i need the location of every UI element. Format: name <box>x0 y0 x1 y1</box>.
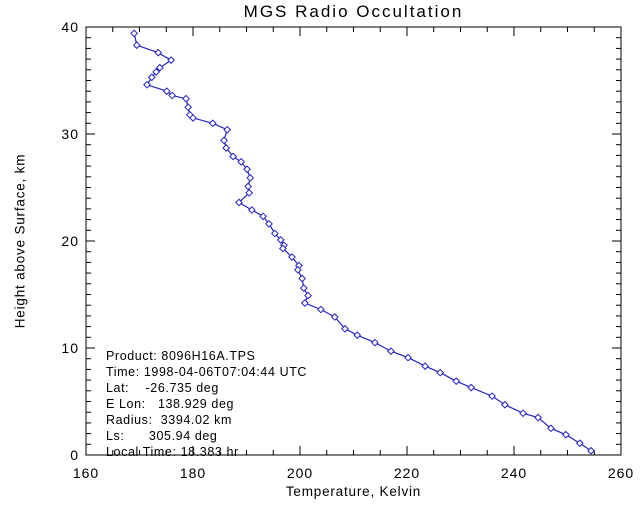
data-point-marker <box>500 400 509 409</box>
y-axis-label-text: Height above Surface, km <box>12 153 28 329</box>
data-point-marker <box>370 338 379 347</box>
data-point-marker <box>288 253 296 261</box>
y-tick-label: 0 <box>70 447 79 463</box>
chart-title: MGS Radio Occultation <box>243 2 464 21</box>
data-point-marker <box>184 103 193 112</box>
y-tick-label: 10 <box>61 340 79 356</box>
data-point-marker <box>132 41 141 50</box>
data-point-marker <box>534 413 542 422</box>
data-point-marker <box>467 383 476 392</box>
data-point-marker <box>222 144 231 152</box>
data-point-marker <box>247 206 256 214</box>
data-point-marker <box>575 439 584 448</box>
data-point-marker <box>278 244 287 253</box>
x-tick-label: 160 <box>73 465 99 481</box>
data-point-marker <box>208 119 217 128</box>
x-axis-label: Temperature, Kelvin <box>285 484 422 499</box>
data-point-marker <box>330 313 339 321</box>
data-point-marker <box>270 229 279 238</box>
data-point-marker <box>547 424 555 433</box>
x-tick-label: 260 <box>608 465 634 481</box>
data-point-marker <box>229 152 238 161</box>
data-point-marker <box>316 305 325 314</box>
x-tick-label: 220 <box>394 465 420 481</box>
data-point-marker <box>220 136 228 145</box>
data-point-marker <box>404 353 412 362</box>
data-point-marker <box>168 91 177 100</box>
data-point-marker <box>147 73 156 82</box>
data-point-marker <box>155 63 164 72</box>
x-tick-labels: 160 180 200 220 240 260 <box>73 465 634 481</box>
data-point-markers <box>130 29 595 455</box>
data-point-marker <box>293 265 302 274</box>
x-tick-label: 200 <box>287 465 313 481</box>
data-point-marker <box>276 236 285 244</box>
data-point-marker <box>587 446 595 455</box>
data-point-marker <box>130 29 139 38</box>
data-point-marker <box>353 331 362 340</box>
data-point-marker <box>162 87 171 96</box>
temperature-profile-line <box>133 33 592 452</box>
data-point-marker <box>436 368 445 377</box>
data-point-marker <box>154 48 163 57</box>
data-point-marker <box>182 94 190 103</box>
data-point-marker <box>235 198 243 207</box>
data-point-marker <box>298 274 307 283</box>
data-point-marker <box>152 68 160 76</box>
data-point-marker <box>244 182 253 191</box>
data-point-marker <box>488 392 496 401</box>
y-tick-label: 30 <box>61 126 79 142</box>
data-point-marker <box>341 324 349 333</box>
axis-ticks <box>85 26 622 456</box>
y-tick-label: 20 <box>61 233 79 249</box>
data-point-marker <box>223 125 232 134</box>
data-point-marker <box>387 347 395 356</box>
y-tick-labels: 0 10 20 30 40 <box>61 19 79 463</box>
data-point-marker <box>245 188 254 197</box>
data-point-marker <box>299 284 308 292</box>
data-point-marker <box>452 377 461 386</box>
data-point-marker <box>246 173 255 182</box>
x-tick-label: 180 <box>180 465 206 481</box>
data-point-marker <box>259 212 267 221</box>
y-tick-label: 40 <box>61 19 79 35</box>
data-point-marker <box>561 430 570 439</box>
x-tick-label: 240 <box>501 465 527 481</box>
data-point-marker <box>167 56 175 65</box>
data-point-marker <box>421 362 430 371</box>
data-point-marker <box>265 219 273 228</box>
data-point-marker <box>237 157 246 166</box>
annotation-block: Product: 8096H16A.TPS Time: 1998-04-06T0… <box>106 349 308 459</box>
data-point-marker <box>189 114 197 122</box>
data-point-marker <box>304 291 312 300</box>
data-point-marker <box>243 165 251 174</box>
data-point-marker <box>143 80 151 89</box>
data-point-marker <box>519 409 528 418</box>
data-point-marker <box>300 299 309 307</box>
